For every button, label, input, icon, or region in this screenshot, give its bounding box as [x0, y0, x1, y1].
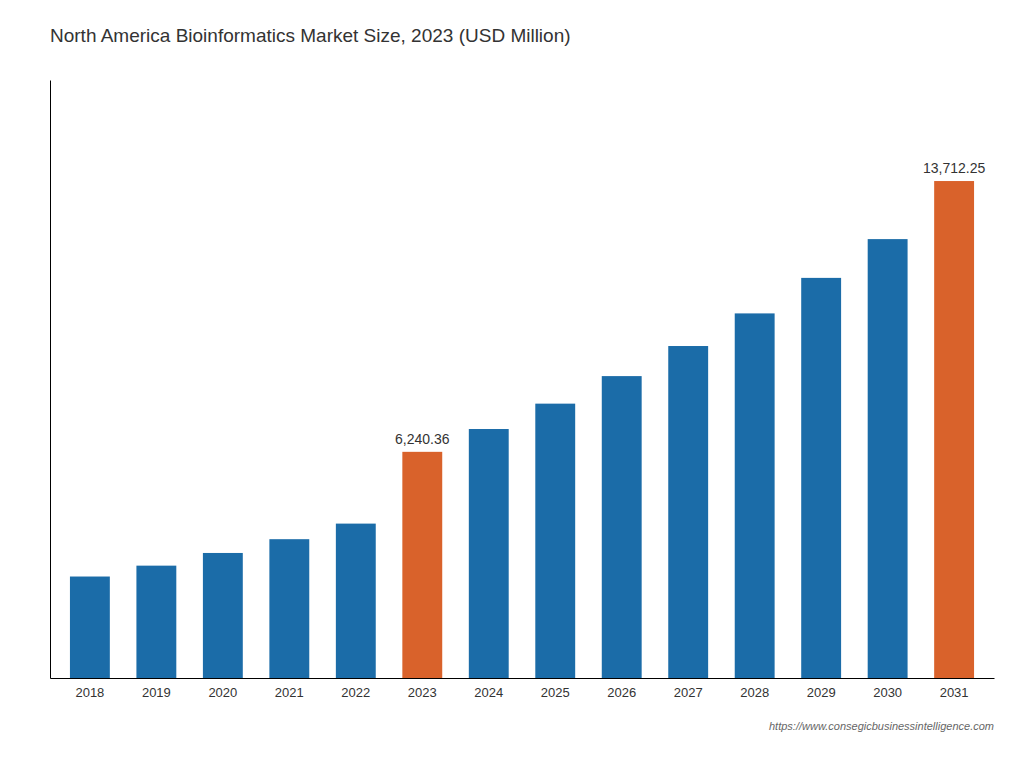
y-axis-line: [50, 81, 51, 679]
data-label: 6,240.36: [395, 431, 450, 447]
plot-area: 2018 2019 2020 2021 2022 2023 2024 2025 2026 2027…: [51, 81, 995, 701]
x-tick-label: 2026: [607, 685, 636, 700]
bar: [269, 539, 309, 678]
x-tick-label: 2024: [474, 685, 503, 700]
x-tick-label: 2020: [208, 685, 237, 700]
x-tick-label: 2022: [341, 685, 370, 700]
bar: [70, 577, 110, 678]
x-tick: 2029: [807, 678, 836, 700]
bar: [735, 313, 775, 678]
x-tick-label: 2018: [75, 685, 104, 700]
bar: [402, 452, 442, 678]
x-tick: 2030: [873, 678, 902, 700]
x-tick-label: 2019: [142, 685, 171, 700]
x-tick-label: 2030: [873, 685, 902, 700]
x-tick: 2024: [474, 678, 503, 700]
bar: [934, 181, 974, 678]
x-tick: 2018: [75, 678, 104, 700]
x-tick: 2031: [940, 678, 969, 700]
x-axis: 2018 2019 2020 2021 2022 2023 2024 2025 2026 2027…: [51, 678, 995, 700]
x-tick: 2025: [541, 678, 570, 700]
bar: [535, 404, 575, 678]
x-tick: 2023: [408, 678, 437, 700]
chart-title: North America Bioinformatics Market Size…: [50, 25, 571, 46]
x-tick-label: 2023: [408, 685, 437, 700]
annotation: https://www.consegicbusinessintelligence…: [769, 720, 994, 732]
bar: [136, 566, 176, 678]
x-tick-label: 2027: [674, 685, 703, 700]
x-tick: 2022: [341, 678, 370, 700]
bar: [668, 346, 708, 678]
x-tick-label: 2025: [541, 685, 570, 700]
bar: [801, 278, 841, 678]
x-tick: 2021: [275, 678, 304, 700]
data-label: 13,712.25: [923, 160, 985, 176]
chart-svg: North America Bioinformatics Market Size…: [0, 0, 1024, 768]
x-tick-label: 2028: [740, 685, 769, 700]
x-tick: 2028: [740, 678, 769, 700]
x-tick: 2019: [142, 678, 171, 700]
bars: [70, 181, 974, 678]
bar: [602, 376, 642, 678]
y-axis: [50, 81, 51, 679]
x-tick: 2027: [674, 678, 703, 700]
x-axis-line: [51, 678, 995, 679]
bar: [868, 239, 908, 678]
bar: [203, 553, 243, 678]
bar: [336, 524, 376, 678]
data-labels: 6,240.36 13,712.25: [395, 160, 985, 447]
x-tick: 2020: [208, 678, 237, 700]
x-tick-label: 2029: [807, 685, 836, 700]
bar: [469, 429, 509, 678]
x-tick: 2026: [607, 678, 636, 700]
x-tick-label: 2021: [275, 685, 304, 700]
chart-container: North America Bioinformatics Market Size…: [0, 0, 1024, 768]
x-tick-label: 2031: [940, 685, 969, 700]
